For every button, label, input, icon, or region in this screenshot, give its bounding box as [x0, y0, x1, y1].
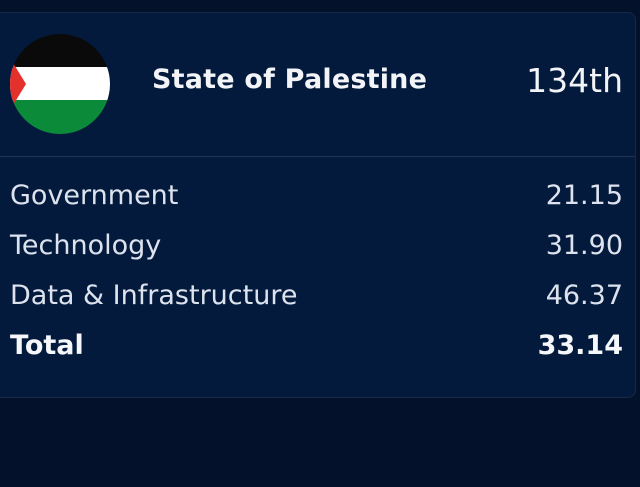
country-rank: 134th	[526, 61, 623, 100]
score-row-government: Government 21.15	[10, 180, 623, 230]
score-row-total: Total 33.14	[10, 330, 623, 380]
score-row-data-infrastructure: Data & Infrastructure 46.37	[10, 280, 623, 330]
score-label: Data & Infrastructure	[10, 280, 298, 311]
score-list: Government 21.15 Technology 31.90 Data &…	[10, 180, 623, 380]
score-label: Government	[10, 180, 179, 211]
total-label: Total	[10, 330, 84, 361]
palestine-flag-icon	[10, 34, 110, 134]
country-name: State of Palestine	[152, 64, 428, 95]
total-value: 33.14	[537, 330, 623, 361]
card-header: State of Palestine 134th	[0, 13, 635, 157]
score-value: 31.90	[545, 230, 623, 261]
score-value: 46.37	[545, 280, 623, 311]
score-value: 21.15	[545, 180, 623, 211]
score-label: Technology	[10, 230, 162, 261]
score-row-technology: Technology 31.90	[10, 230, 623, 280]
country-score-card: State of Palestine 134th Government 21.1…	[0, 12, 636, 398]
